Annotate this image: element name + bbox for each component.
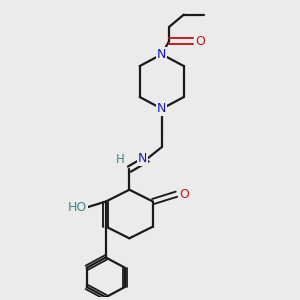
Text: N: N [157,102,167,115]
Text: N: N [157,48,167,61]
Text: HO: HO [68,201,87,214]
Text: O: O [179,188,189,201]
Text: H: H [116,153,125,166]
Text: O: O [196,34,206,48]
Text: N: N [138,152,147,165]
